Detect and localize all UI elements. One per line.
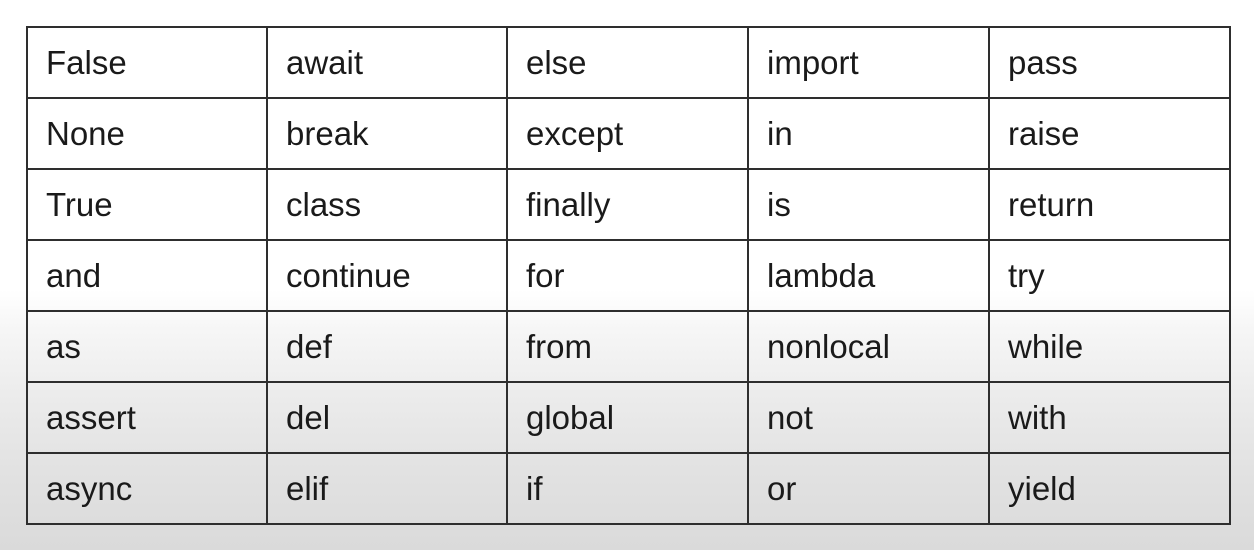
keyword-cell: await bbox=[266, 26, 508, 99]
table-row: as def from nonlocal while bbox=[26, 310, 1231, 383]
keyword-cell: try bbox=[988, 239, 1231, 312]
keyword-cell: True bbox=[26, 168, 268, 241]
keyword-cell: while bbox=[988, 310, 1231, 383]
keyword-cell: not bbox=[747, 381, 990, 454]
table-row: True class finally is return bbox=[26, 168, 1231, 241]
keyword-cell: del bbox=[266, 381, 508, 454]
keyword-cell: as bbox=[26, 310, 268, 383]
keyword-cell: lambda bbox=[747, 239, 990, 312]
table-row: False await else import pass bbox=[26, 26, 1231, 99]
keyword-cell: with bbox=[988, 381, 1231, 454]
keyword-cell: return bbox=[988, 168, 1231, 241]
keyword-cell: and bbox=[26, 239, 268, 312]
table-row: and continue for lambda try bbox=[26, 239, 1231, 312]
keyword-cell: is bbox=[747, 168, 990, 241]
keyword-cell: finally bbox=[506, 168, 749, 241]
keyword-cell: continue bbox=[266, 239, 508, 312]
keyword-cell: nonlocal bbox=[747, 310, 990, 383]
python-keywords-table: False await else import pass None break … bbox=[26, 26, 1231, 525]
keyword-cell: if bbox=[506, 452, 749, 525]
table-row: None break except in raise bbox=[26, 97, 1231, 170]
keyword-cell: or bbox=[747, 452, 990, 525]
keyword-cell: in bbox=[747, 97, 990, 170]
keyword-cell: async bbox=[26, 452, 268, 525]
keyword-cell: False bbox=[26, 26, 268, 99]
table-row: async elif if or yield bbox=[26, 452, 1231, 525]
keyword-cell: assert bbox=[26, 381, 268, 454]
keyword-cell: break bbox=[266, 97, 508, 170]
keyword-cell: class bbox=[266, 168, 508, 241]
keyword-cell: except bbox=[506, 97, 749, 170]
keyword-cell: yield bbox=[988, 452, 1231, 525]
keyword-cell: raise bbox=[988, 97, 1231, 170]
keyword-cell: elif bbox=[266, 452, 508, 525]
keyword-cell: else bbox=[506, 26, 749, 99]
keyword-cell: global bbox=[506, 381, 749, 454]
keyword-cell: None bbox=[26, 97, 268, 170]
keyword-cell: def bbox=[266, 310, 508, 383]
keyword-cell: import bbox=[747, 26, 990, 99]
table-row: assert del global not with bbox=[26, 381, 1231, 454]
keyword-cell: for bbox=[506, 239, 749, 312]
keyword-cell: from bbox=[506, 310, 749, 383]
keyword-cell: pass bbox=[988, 26, 1231, 99]
